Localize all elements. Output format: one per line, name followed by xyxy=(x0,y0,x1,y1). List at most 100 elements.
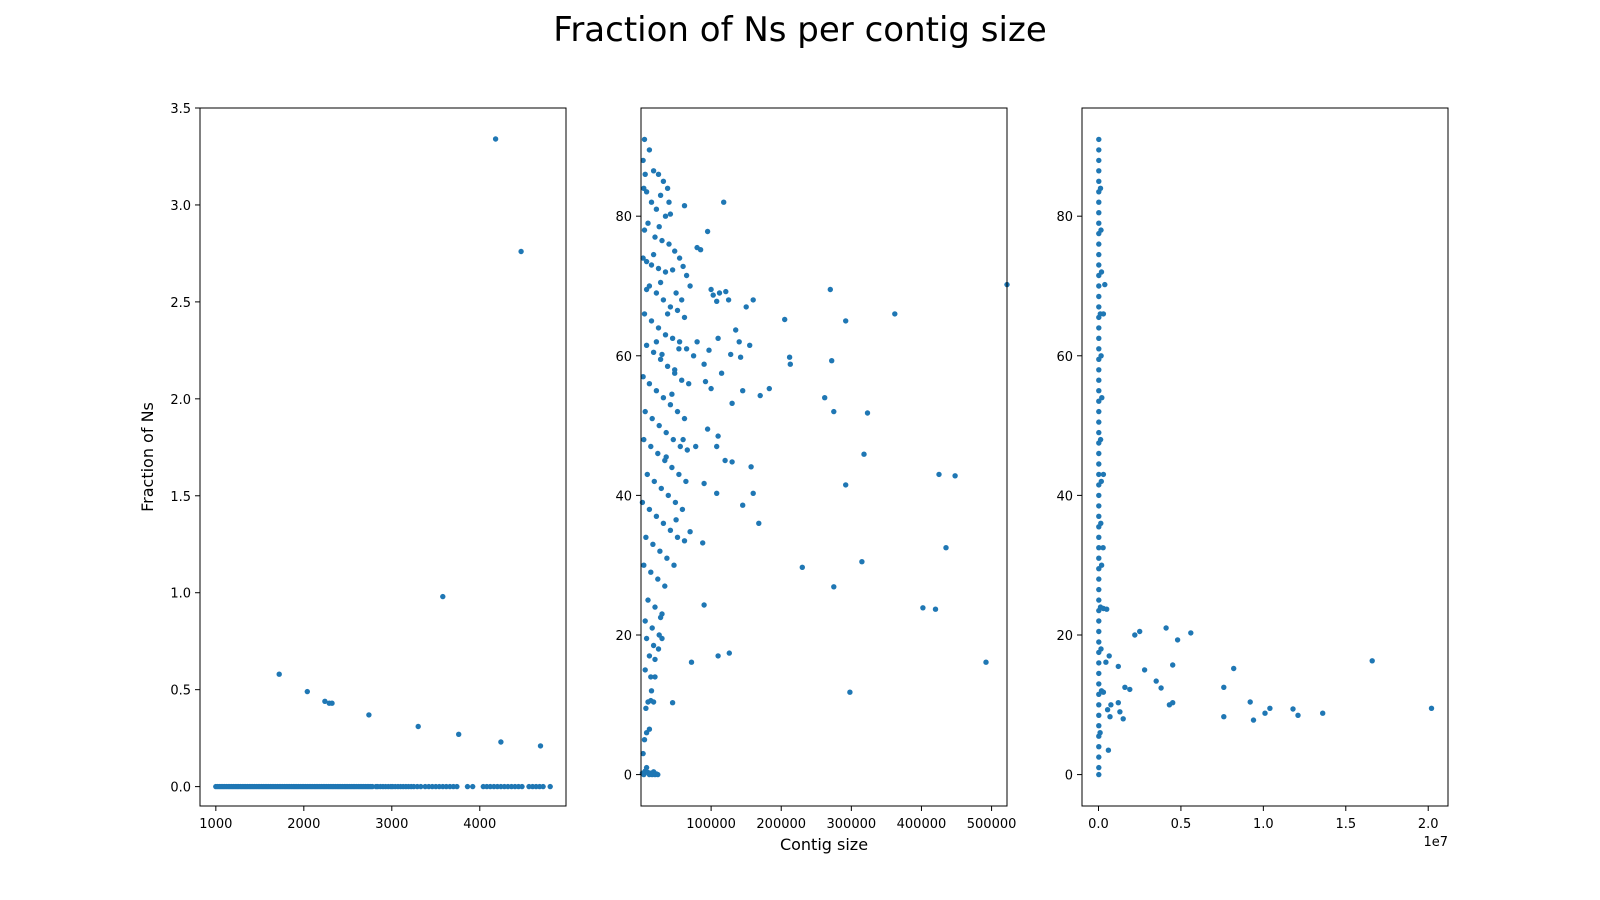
data-point xyxy=(643,635,650,642)
data-point xyxy=(1098,646,1104,652)
data-point xyxy=(667,402,674,408)
data-point xyxy=(729,459,735,465)
data-point xyxy=(650,642,657,649)
data-point xyxy=(1104,606,1110,612)
data-point xyxy=(641,436,647,443)
data-point xyxy=(667,304,674,310)
data-point xyxy=(644,471,650,478)
data-point xyxy=(664,363,671,369)
y-tick-label: 40 xyxy=(615,489,632,504)
data-point xyxy=(1096,492,1102,499)
y-axis-label: Fraction of Ns xyxy=(138,402,157,512)
data-point xyxy=(653,513,660,519)
data-point xyxy=(653,339,660,345)
data-point xyxy=(464,783,471,790)
data-point xyxy=(669,391,675,397)
data-point xyxy=(722,457,728,464)
data-point xyxy=(1117,709,1123,715)
y-tick-label: 80 xyxy=(615,210,632,225)
data-point xyxy=(664,555,670,561)
data-point xyxy=(1096,555,1102,561)
data-point xyxy=(652,234,658,240)
data-point xyxy=(1188,630,1194,636)
data-point xyxy=(648,688,655,694)
data-point xyxy=(782,316,788,323)
data-point xyxy=(1295,712,1301,718)
data-point xyxy=(1096,586,1102,593)
data-point xyxy=(660,178,667,184)
data-point xyxy=(660,395,667,401)
data-point xyxy=(672,248,678,254)
data-point xyxy=(664,311,671,317)
data-point xyxy=(1100,689,1107,695)
y-tick-label: 80 xyxy=(1056,210,1073,225)
y-tick-label: 1.0 xyxy=(170,587,191,602)
data-point xyxy=(655,576,661,582)
data-point xyxy=(740,388,746,394)
data-point xyxy=(676,346,682,352)
data-point xyxy=(547,783,553,790)
data-point xyxy=(653,388,660,394)
data-point xyxy=(1137,628,1143,635)
data-point xyxy=(1096,241,1102,247)
data-point xyxy=(650,699,657,705)
data-point xyxy=(716,290,723,296)
data-point xyxy=(1096,335,1102,341)
data-point xyxy=(1096,199,1102,205)
data-point xyxy=(646,381,653,387)
data-point xyxy=(655,265,662,272)
data-point xyxy=(1098,227,1104,233)
data-point xyxy=(470,783,476,790)
data-point xyxy=(655,771,661,778)
x-tick-label: 1.0 xyxy=(1253,817,1274,832)
data-point xyxy=(1096,513,1102,519)
data-point xyxy=(1096,283,1102,289)
data-point xyxy=(1097,730,1103,736)
data-point xyxy=(674,408,681,415)
data-point xyxy=(650,251,657,258)
data-point xyxy=(1096,681,1102,687)
data-point xyxy=(688,659,695,665)
data-point xyxy=(655,450,661,457)
data-point xyxy=(649,625,655,631)
data-point xyxy=(1096,712,1102,718)
data-point xyxy=(676,339,683,345)
data-point xyxy=(1096,723,1102,729)
data-point xyxy=(1100,311,1107,317)
data-point xyxy=(1096,220,1102,226)
figure-title: Fraction of Ns per contig size xyxy=(553,10,1047,50)
data-point xyxy=(690,353,697,359)
x-axis-offset-label: 1e7 xyxy=(1423,835,1448,850)
data-point xyxy=(740,502,746,508)
data-point xyxy=(673,517,679,523)
data-point xyxy=(680,263,686,270)
data-point xyxy=(1096,576,1102,582)
panel-3-frame xyxy=(1081,107,1449,807)
data-point xyxy=(714,490,720,496)
data-point xyxy=(1096,168,1102,174)
data-point xyxy=(669,267,676,273)
y-tick-label: 3.5 xyxy=(170,102,191,117)
data-point xyxy=(1096,702,1102,708)
x-tick-label: 3000 xyxy=(375,817,408,832)
data-point xyxy=(1098,269,1105,275)
data-point xyxy=(1369,658,1375,664)
x-tick-label: 100000 xyxy=(686,817,736,832)
data-point xyxy=(366,712,372,718)
data-point xyxy=(677,443,683,450)
data-point xyxy=(646,147,653,153)
data-point xyxy=(843,482,849,488)
data-point xyxy=(660,297,667,303)
data-point xyxy=(671,562,677,568)
data-point xyxy=(936,471,942,478)
data-point xyxy=(1120,716,1126,722)
data-point xyxy=(440,593,446,600)
data-point xyxy=(492,136,499,142)
data-point xyxy=(847,689,853,695)
data-point xyxy=(648,262,655,268)
data-point xyxy=(694,339,700,345)
x-tick-label: 300000 xyxy=(827,817,877,832)
data-point xyxy=(646,506,653,513)
x-axis-label: Contig size xyxy=(780,835,868,854)
